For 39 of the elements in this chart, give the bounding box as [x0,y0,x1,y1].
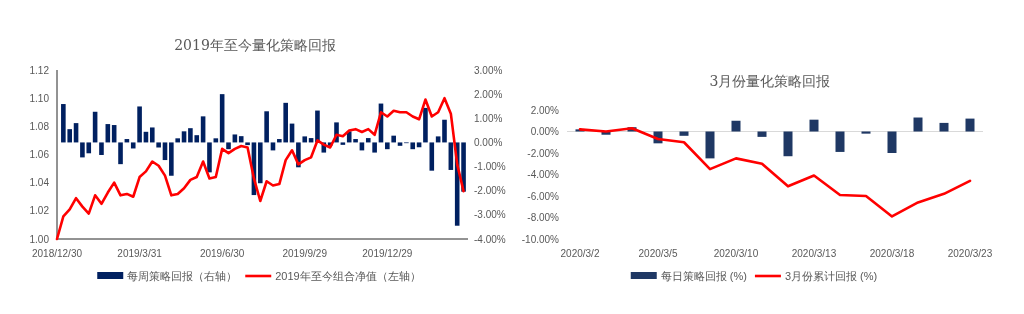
y-tick-label: -2.00% [527,147,560,159]
legend-label: 2019年至今组合净值（左轴） [275,270,421,282]
chart-title: 3月份量化策略回报 [709,73,831,89]
y-tick-label: -4.00% [527,169,560,180]
y-tick-label: -8.00% [527,212,560,223]
y2-tick-label: 3.00% [474,64,503,76]
x-tick-label: 2019/9/29 [282,248,328,259]
x-tick-label: 2019/6/30 [199,248,245,259]
x-tick-label: 2020/3/13 [791,248,837,259]
y2-tick-label: -3.00% [474,209,506,221]
y2-tick-label: 0.00% [474,136,503,148]
x-tick-label: 2020/3/23 [947,248,993,259]
x-tick-label: 2020/3/10 [713,248,759,259]
y-tick-label: 0.00% [530,126,560,137]
x-tick-label: 2019/3/31 [117,248,163,259]
legend-label: 每日策略回报 (%) [660,270,747,282]
x-tick-label: 2020/3/2 [560,248,600,259]
x-tick-label: 2018/12/30 [31,248,83,259]
y-tick-label: -10.00% [521,233,560,245]
x-tick-label: 2019/12/29 [362,248,413,259]
y-tick-label: 1.12 [29,64,50,76]
y2-tick-label: 2.00% [474,88,503,100]
y2-tick-label: -2.00% [474,185,506,197]
y-tick-label: 1.08 [29,120,50,132]
y-tick-label: 1.04 [29,177,50,189]
y-tick-label: -6.00% [527,190,560,202]
y2-tick-label: -4.00% [474,233,506,245]
y2-tick-label: -1.00% [474,161,506,173]
y-tick-label: 1.06 [29,149,50,160]
legend-label: 3月份累计回报 (%) [784,270,878,282]
y-tick-label: 1.10 [29,92,50,104]
x-tick-label: 2020/3/5 [638,248,678,259]
y-tick-label: 2.00% [530,104,560,116]
legend-label: 每周策略回报（右轴） [127,270,238,282]
chart-title: 2019年至今量化策略回报 [174,37,336,53]
x-tick-label: 2020/3/18 [869,248,915,259]
y-tick-label: 1.00 [29,233,50,245]
y2-tick-label: 1.00% [474,112,503,124]
y-tick-label: 1.02 [29,205,50,217]
